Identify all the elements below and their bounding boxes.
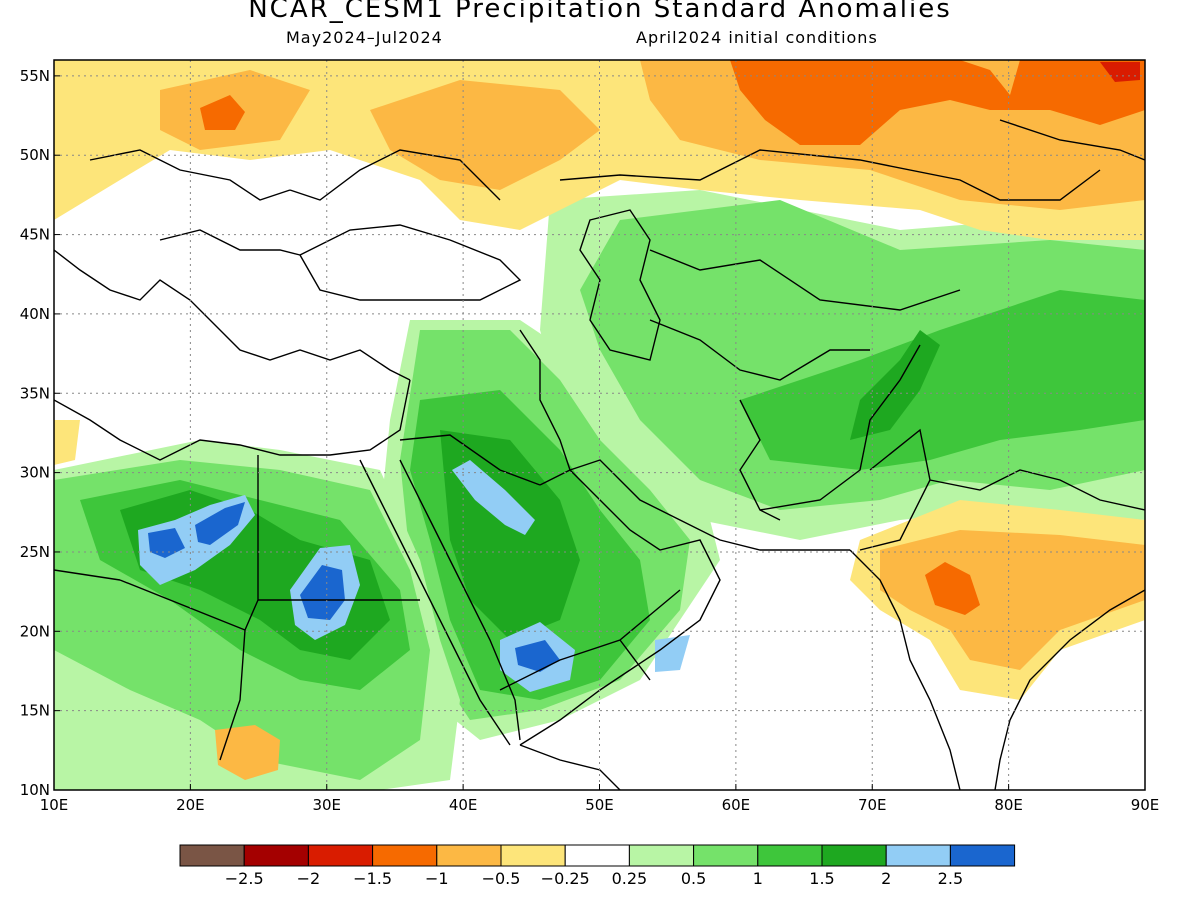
coastline-caspian-sea xyxy=(579,209,661,361)
anomaly-region-libya-extreme-b xyxy=(195,502,245,545)
border-saudi-iraq xyxy=(399,434,541,486)
border-europe-ukraine xyxy=(289,149,501,201)
colorbar-swatch xyxy=(436,844,502,867)
border-saudi-yemen xyxy=(499,589,681,691)
border-himalaya xyxy=(929,469,1145,511)
coastline-arabian-sea-africa xyxy=(519,744,621,790)
y-tick-label: 45N xyxy=(20,226,50,244)
y-tick-label: 25N xyxy=(20,543,50,561)
y-tick-label: 35N xyxy=(20,384,50,402)
x-tick-label: 20E xyxy=(176,796,205,814)
colorbar-label: −0.25 xyxy=(541,869,590,888)
coastline-india-west xyxy=(849,549,961,790)
border-russia-kazakhstan xyxy=(559,149,1101,201)
border-turkmenistan xyxy=(649,319,870,381)
x-tick-label: 90E xyxy=(1131,796,1160,814)
colorbar-label: 1.5 xyxy=(809,869,834,888)
border-iran-afghanistan xyxy=(739,399,781,521)
colorbar-label: 0.25 xyxy=(612,869,648,888)
initial-conditions: April2024 initial conditions xyxy=(636,28,878,47)
coastline-india-east xyxy=(994,589,1145,790)
border-iran-iraq xyxy=(519,329,571,471)
y-tick-label: 15N xyxy=(20,702,50,720)
y-tick-label: 20N xyxy=(20,622,50,640)
colorbar-swatch xyxy=(500,844,566,867)
y-tick-label: 55N xyxy=(20,67,50,85)
anomaly-region-hindukush xyxy=(850,330,940,440)
anomaly-region-poland-dry xyxy=(200,95,245,130)
border-libya-chad xyxy=(119,579,246,631)
x-tick-label: 40E xyxy=(449,796,478,814)
anomaly-region-sudan-extreme xyxy=(300,565,345,620)
anomaly-field xyxy=(54,60,1145,790)
colorbar-swatch xyxy=(821,844,887,867)
anomaly-region-iraq-very-wet xyxy=(452,460,535,535)
y-tick-label: 30N xyxy=(20,464,50,482)
colorbar-swatch xyxy=(628,844,695,867)
colorbar-label: 1 xyxy=(753,869,763,888)
y-tick-label: 40N xyxy=(20,305,50,323)
colorbar-swatch xyxy=(307,844,374,867)
y-tick-label: 10N xyxy=(20,781,50,799)
colorbar-swatch xyxy=(757,844,823,867)
colorbar-label: −1.5 xyxy=(353,869,392,888)
anomaly-region-siberia-extreme xyxy=(1100,62,1140,82)
coastline-mediterranean-south xyxy=(54,379,411,461)
x-tick-label: 50E xyxy=(585,796,614,814)
border-saudi-oman xyxy=(619,639,651,681)
coastline-mediterranean-north xyxy=(54,249,411,381)
border-europe-central xyxy=(89,149,291,201)
x-tick-label: 30E xyxy=(312,796,341,814)
colorbar-swatch xyxy=(949,844,1016,867)
colorbar-label: −2 xyxy=(297,869,321,888)
colorbar-label: −0.5 xyxy=(482,869,521,888)
anomaly-region-oman-very-wet xyxy=(655,635,690,672)
colorbar-swatch xyxy=(372,844,438,867)
colorbar-label: −2.5 xyxy=(225,869,264,888)
map-panel xyxy=(54,60,1145,790)
border-chad-sudan xyxy=(219,629,246,761)
x-tick-label: 10E xyxy=(40,796,69,814)
x-tick-label: 80E xyxy=(994,796,1023,814)
border-afghanistan-pakistan xyxy=(759,344,921,511)
anomaly-region-siberia-core xyxy=(730,60,1145,145)
border-kazakhstan-south xyxy=(649,249,961,311)
colorbar-swatch xyxy=(693,844,759,867)
map-grid xyxy=(54,60,1145,790)
colorbar-swatch xyxy=(243,844,309,867)
anomaly-region-yemen-extreme xyxy=(515,640,560,672)
border-china-mongolia xyxy=(999,119,1145,161)
y-tick-label: 50N xyxy=(20,146,50,164)
anomaly-region-india-core xyxy=(925,562,980,615)
colorbar-swatch xyxy=(179,844,245,867)
colorbar: −2.5 −2 −1.5 −1 −0.5 −0.25 0.25 0.5 1 1.5 2 2.5 xyxy=(179,844,1016,888)
forecast-period: May2024–Jul2024 xyxy=(286,28,443,47)
colorbar-label: −1 xyxy=(425,869,449,888)
anomaly-region-sahel-dry xyxy=(215,725,280,780)
colorbar-label: 2.5 xyxy=(938,869,963,888)
border-balkans xyxy=(159,229,301,256)
colorbar-label: 2 xyxy=(881,869,891,888)
coastline-iran-south xyxy=(569,459,850,551)
anomaly-region-ukraine-dry xyxy=(370,80,600,190)
coastline-black-sea xyxy=(299,224,522,301)
x-tick-label: 70E xyxy=(858,796,887,814)
anomaly-region-algeria-dry xyxy=(54,420,80,465)
colorbar-label: 0.5 xyxy=(681,869,706,888)
colorbar-swatch xyxy=(564,844,630,867)
colorbar-swatch xyxy=(885,844,951,867)
borders xyxy=(54,119,1145,761)
border-algeria-niger xyxy=(54,569,121,581)
anomaly-region-libya-extreme-a xyxy=(148,528,185,558)
coastline-red-sea xyxy=(359,459,521,746)
anomaly-region-pamir xyxy=(740,290,1145,470)
map-axes: 10E 20E 30E 40E 50E 60E 70E 80E 90E 10N 15N 20N 25N 3… xyxy=(20,67,1160,814)
map-title: NCAR_CESM1 Precipitation Standard Anomal… xyxy=(248,0,952,24)
x-tick-label: 60E xyxy=(722,796,751,814)
